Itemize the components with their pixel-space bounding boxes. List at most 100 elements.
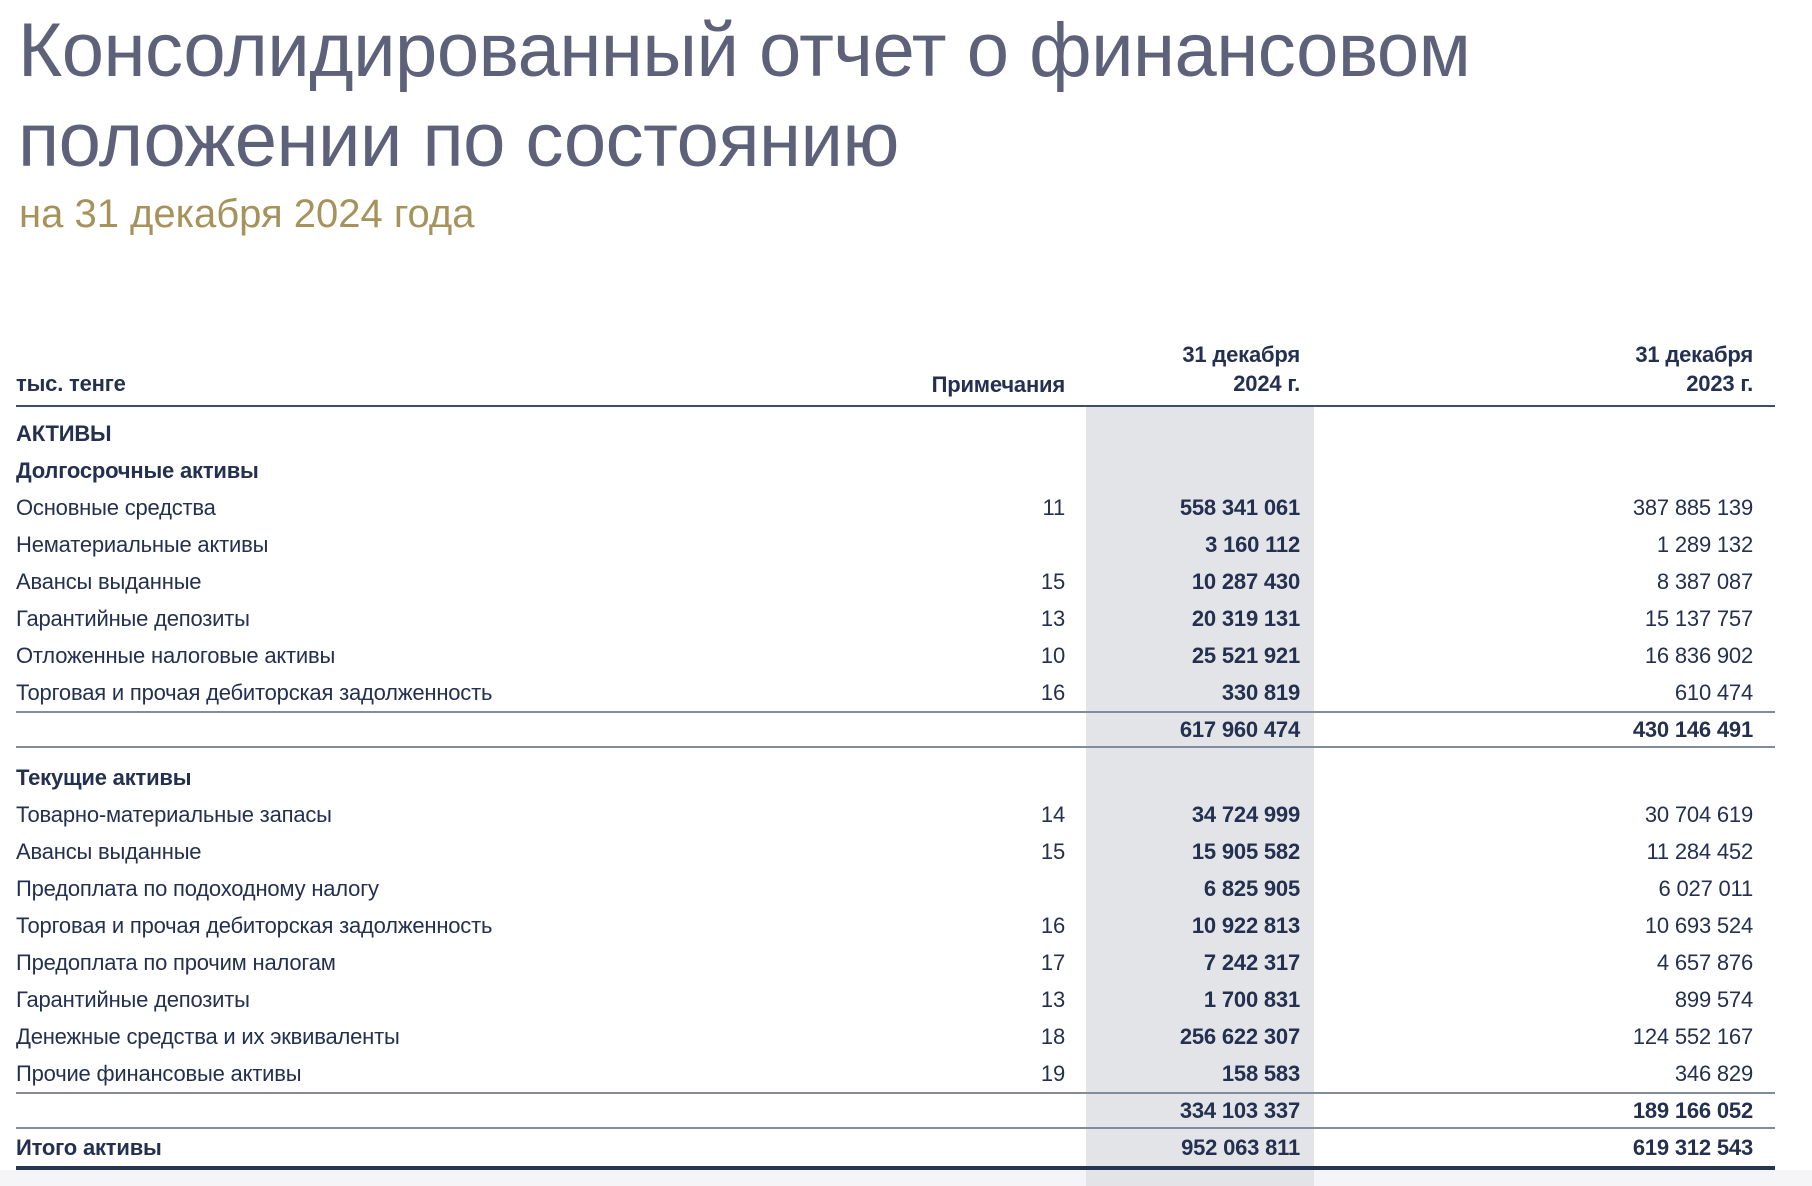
table-header: тыс. тенге Примечания 31 декабря 2024 г.…	[16, 337, 1775, 407]
row-value-2024: 15 905 582	[1191, 838, 1300, 864]
row-value-2024: 6 825 905	[1203, 875, 1300, 901]
row-value-2024: 952 063 811	[1181, 1134, 1300, 1160]
page-title-line2: положении по состоянию	[18, 98, 899, 183]
table-row: Отложенные налоговые активы 10 25 521 92…	[16, 637, 1775, 674]
row-value-2023: 30 704 619	[1644, 801, 1753, 827]
table-row: Торговая и прочая дебиторская задолженно…	[16, 907, 1775, 944]
row-value-2023: 8 387 087	[1656, 568, 1753, 594]
row-value-2023: 11 284 452	[1646, 838, 1754, 864]
row-label: Авансы выданные	[16, 568, 202, 594]
table-row: Прочие финансовые активы 19 158 583 346 …	[16, 1055, 1775, 1092]
row-value-2023: 346 829	[1674, 1060, 1753, 1086]
row-note: 17	[1040, 949, 1065, 975]
row-note: 19	[1040, 1060, 1065, 1086]
row-value-2024: 256 622 307	[1179, 1023, 1300, 1049]
page-subtitle: на 31 декабря 2024 года	[19, 192, 475, 236]
row-value-2024: 34 724 999	[1191, 801, 1300, 827]
row-value-2024: 330 819	[1221, 679, 1300, 705]
financial-position-table: тыс. тенге Примечания 31 декабря 2024 г.…	[16, 337, 1775, 1170]
row-label: Прочие финансовые активы	[16, 1060, 302, 1086]
row-label: Предоплата по подоходному налогу	[16, 875, 379, 901]
table-row: Предоплата по подоходному налогу 6 825 9…	[16, 870, 1775, 907]
col-header-2024-line2: 2024 г.	[1233, 371, 1300, 396]
page-bottom-strip	[0, 1170, 1812, 1186]
row-note: 13	[1040, 605, 1065, 631]
row-value-2023: 189 166 052	[1632, 1097, 1753, 1123]
row-note: 16	[1040, 679, 1065, 705]
col-header-2023-line1: 31 декабря	[1635, 342, 1753, 367]
row-label: Гарантийные депозиты	[16, 986, 250, 1012]
row-label: Текущие активы	[16, 764, 192, 790]
highlight-band-2024-column	[1086, 407, 1314, 1186]
row-value-2024: 10 287 430	[1191, 568, 1300, 594]
row-note: 10	[1040, 642, 1065, 668]
col-header-notes: Примечания	[931, 372, 1066, 397]
table-row: Денежные средства и их эквиваленты 18 25…	[16, 1018, 1775, 1055]
table-row: Основные средства 11 558 341 061 387 885…	[16, 489, 1775, 526]
row-note: 14	[1040, 801, 1065, 827]
table-row: Гарантийные депозиты 13 1 700 831 899 57…	[16, 981, 1775, 1018]
row-value-2024: 558 341 061	[1179, 494, 1300, 520]
row-value-2024: 7 242 317	[1203, 949, 1300, 975]
row-label: АКТИВЫ	[16, 420, 112, 446]
table-row: 334 103 337 189 166 052	[16, 1092, 1775, 1129]
row-label: Торговая и прочая дебиторская задолженно…	[16, 679, 493, 705]
row-label: Товарно-материальные запасы	[16, 801, 332, 827]
row-value-2023: 610 474	[1674, 679, 1753, 705]
row-value-2023: 1 289 132	[1656, 531, 1753, 557]
table-body: АКТИВЫ Долгосрочные активы Основные сред…	[16, 407, 1775, 1170]
row-note: 11	[1042, 494, 1066, 520]
col-header-2024: 31 декабря 2024 г.	[1065, 340, 1300, 405]
table-row: Гарантийные депозиты 13 20 319 131 15 13…	[16, 600, 1775, 637]
row-label: Предоплата по прочим налогам	[16, 949, 336, 975]
row-note: 13	[1040, 986, 1065, 1012]
row-label: Торговая и прочая дебиторская задолженно…	[16, 912, 493, 938]
row-value-2023: 430 146 491	[1632, 716, 1753, 742]
row-value-2024: 334 103 337	[1179, 1097, 1300, 1123]
row-label: Основные средства	[16, 494, 216, 520]
row-value-2024: 1 700 831	[1203, 986, 1300, 1012]
table-row: 617 960 474 430 146 491	[16, 711, 1775, 748]
unit-label: тыс. тенге	[16, 371, 126, 396]
table-row: Торговая и прочая дебиторская задолженно…	[16, 674, 1775, 711]
table-row: Нематериальные активы 3 160 112 1 289 13…	[16, 526, 1775, 563]
row-note: 15	[1040, 838, 1065, 864]
row-value-2023: 387 885 139	[1632, 494, 1753, 520]
row-value-2023: 124 552 167	[1632, 1023, 1753, 1049]
table-row: Предоплата по прочим налогам 17 7 242 31…	[16, 944, 1775, 981]
row-value-2023: 15 137 757	[1644, 605, 1753, 631]
row-value-2023: 899 574	[1674, 986, 1753, 1012]
row-label: Нематериальные активы	[16, 531, 269, 557]
page-title: Консолидированный отчет о финансовом пол…	[18, 6, 1471, 186]
table-row: Авансы выданные 15 15 905 582 11 284 452	[16, 833, 1775, 870]
row-label: Долгосрочные активы	[16, 457, 259, 483]
table-row: Долгосрочные активы	[16, 452, 1775, 489]
row-note: 15	[1040, 568, 1065, 594]
page-title-line1: Консолидированный отчет о финансовом	[18, 8, 1471, 93]
row-label: Денежные средства и их эквиваленты	[16, 1023, 400, 1049]
row-label: Гарантийные депозиты	[16, 605, 250, 631]
row-value-2024: 3 160 112	[1205, 531, 1300, 557]
row-note: 18	[1040, 1023, 1065, 1049]
row-label: Авансы выданные	[16, 838, 202, 864]
row-value-2023: 4 657 876	[1656, 949, 1753, 975]
row-value-2024: 25 521 921	[1191, 642, 1300, 668]
table-row: АКТИВЫ	[16, 415, 1775, 452]
row-value-2023: 10 693 524	[1644, 912, 1753, 938]
row-value-2023: 6 027 011	[1658, 875, 1754, 901]
col-header-2024-line1: 31 декабря	[1182, 342, 1300, 367]
col-header-2023: 31 декабря 2023 г.	[1300, 340, 1775, 405]
row-label: Отложенные налоговые активы	[16, 642, 336, 668]
table-row: Авансы выданные 15 10 287 430 8 387 087	[16, 563, 1775, 600]
row-label: Итого активы	[16, 1134, 162, 1160]
table-row: Текущие активы	[16, 759, 1775, 796]
table-row: Товарно-материальные запасы 14 34 724 99…	[16, 796, 1775, 833]
row-value-2024: 20 319 131	[1191, 605, 1300, 631]
row-value-2023: 16 836 902	[1644, 642, 1753, 668]
row-value-2024: 617 960 474	[1179, 716, 1300, 742]
col-header-2023-line2: 2023 г.	[1686, 371, 1753, 396]
row-value-2023: 619 312 543	[1632, 1134, 1753, 1160]
row-note: 16	[1040, 912, 1065, 938]
row-value-2024: 158 583	[1221, 1060, 1300, 1086]
